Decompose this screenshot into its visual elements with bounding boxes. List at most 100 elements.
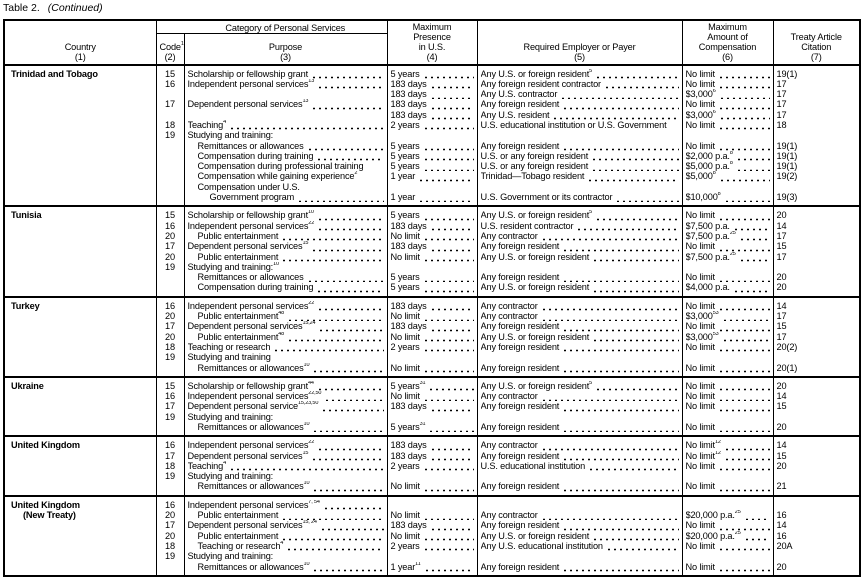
citation-text: 17 [777, 231, 787, 241]
code-line [160, 161, 181, 171]
presence: 183 days [390, 99, 427, 110]
citation-line: 19(3) [777, 192, 857, 202]
country-section: Tunisia 15 16 20 17 20 19 Scholarship or fellow… [3, 206, 861, 297]
citation-line [777, 471, 857, 481]
citation-text: 17 [777, 110, 787, 120]
presence: 183 days [390, 440, 427, 451]
citation-text: 14 [777, 520, 787, 530]
code-line: 18 [160, 461, 181, 471]
code: 15 [165, 68, 175, 79]
purpose-text: Dependent personal service15,23,50 [188, 401, 319, 411]
dot-leader [562, 99, 679, 110]
amount: $3,000 [685, 109, 713, 120]
code-line [160, 481, 181, 491]
purpose-text: Dependent personal services15,24 [188, 321, 316, 331]
footnote-ref: 8 [712, 171, 716, 177]
amount-line: $5,0008 [686, 171, 770, 182]
country-name: Trinidad and Tobago [11, 68, 98, 79]
presence-text: 183 days [391, 241, 427, 251]
citation-line: 14 [777, 301, 857, 311]
code: 20 [165, 230, 175, 241]
amount-line: No limit [686, 321, 770, 332]
dot-leader [718, 109, 770, 120]
purpose-line: Scholarship or fellowship grant44 [188, 380, 384, 392]
citation-line: 20(2) [777, 342, 857, 352]
purpose: Remittances or allowances [197, 561, 304, 572]
dot-leader [429, 440, 474, 451]
amount-line: $20,000 p.a.25 [686, 530, 770, 541]
purpose: Compensation while gaining experience [197, 171, 355, 182]
purpose-text: Studying and training:10 [188, 262, 280, 272]
citation: 19(1) [776, 161, 798, 172]
citation: 20 [776, 210, 787, 221]
amount-line: No limit [686, 272, 770, 283]
purpose: Independent personal services [187, 440, 309, 451]
payer-line: Any U.S. or foreign resident [481, 331, 679, 342]
purpose-cell: Independent personal services7, 54 Public… [183, 495, 388, 576]
dot-leader [562, 341, 679, 353]
dot-leader [316, 150, 384, 162]
code-line: 16 [160, 391, 181, 401]
amount-text: $3,00053 [686, 332, 719, 342]
amount-line: $7,500 p.a. [686, 220, 770, 231]
citation: 18 [776, 119, 787, 130]
payer-line [481, 412, 679, 422]
citation-line: 17 [777, 231, 857, 241]
purpose-line: Dependent personal services15,24 [188, 321, 384, 332]
purpose-text: Studying and training: [188, 471, 274, 481]
purpose-text: Independent personal services7, 54 [188, 500, 320, 510]
footnote-ref: 15,23,50 [298, 401, 319, 407]
dot-leader [721, 331, 770, 342]
code-line: 17 [160, 520, 181, 530]
dot-leader [429, 78, 474, 90]
citation: 20 [776, 561, 787, 572]
presence-text: No limit [391, 510, 421, 520]
dot-leader [312, 481, 384, 492]
code-text: 17 [165, 451, 175, 461]
amount-text: $3,0006 [686, 110, 716, 120]
dot-leader [311, 450, 384, 461]
code: 16 [165, 391, 175, 402]
dot-leader [562, 140, 679, 151]
code-text: 18 [165, 461, 175, 471]
citation-line: 17 [777, 252, 857, 262]
code-text: 18 [165, 120, 175, 130]
dot-leader [562, 272, 679, 283]
presence-line: 183 days [391, 401, 474, 412]
purpose: Independent personal services [187, 391, 309, 402]
amount: No limit [685, 422, 716, 432]
code-text: 18 [165, 342, 175, 352]
presence-line: 183 days [391, 321, 474, 332]
footnote-ref: 25 [729, 251, 736, 257]
dot-leader [316, 380, 384, 392]
table-row: United Kingdom (New Treaty) 16 20 17 20 18 19 In… [3, 495, 861, 576]
citation: 20A [776, 540, 793, 551]
dot-leader [540, 391, 679, 402]
presence: 5 years [390, 161, 420, 172]
amount: No limit [685, 78, 716, 89]
citation: 20 [776, 282, 787, 293]
amount-line: No limit [686, 341, 770, 353]
payer: Any U.S. or foreign resident [480, 380, 590, 391]
amount-line: No limit [686, 119, 770, 131]
presence-line: 5 years [391, 272, 474, 283]
code-cell: 15 16 20 17 20 19 [155, 206, 185, 297]
amount: No limit [685, 481, 716, 492]
payer-text: U.S. Government or its contractor [481, 192, 613, 202]
citation-text: 14 [777, 391, 787, 401]
presence-line: 2 years [391, 341, 474, 353]
citation-text: 14 [777, 301, 787, 311]
code: 17 [165, 520, 175, 531]
footnote-ref: 25 [734, 510, 741, 516]
dot-leader [422, 251, 474, 262]
payer: U.S. or any foreign resident [480, 150, 589, 161]
purpose-line: Independent personal services22 [188, 300, 384, 312]
amount: No limit [685, 540, 716, 551]
citation: 17 [776, 99, 787, 110]
dot-leader [422, 311, 474, 322]
purpose-text: Teaching4 [188, 120, 227, 130]
payer-text: Any foreign resident [481, 562, 560, 572]
dot-leader [321, 401, 384, 412]
purpose-text: Studying and training [188, 352, 271, 362]
dot-leader [422, 481, 474, 492]
